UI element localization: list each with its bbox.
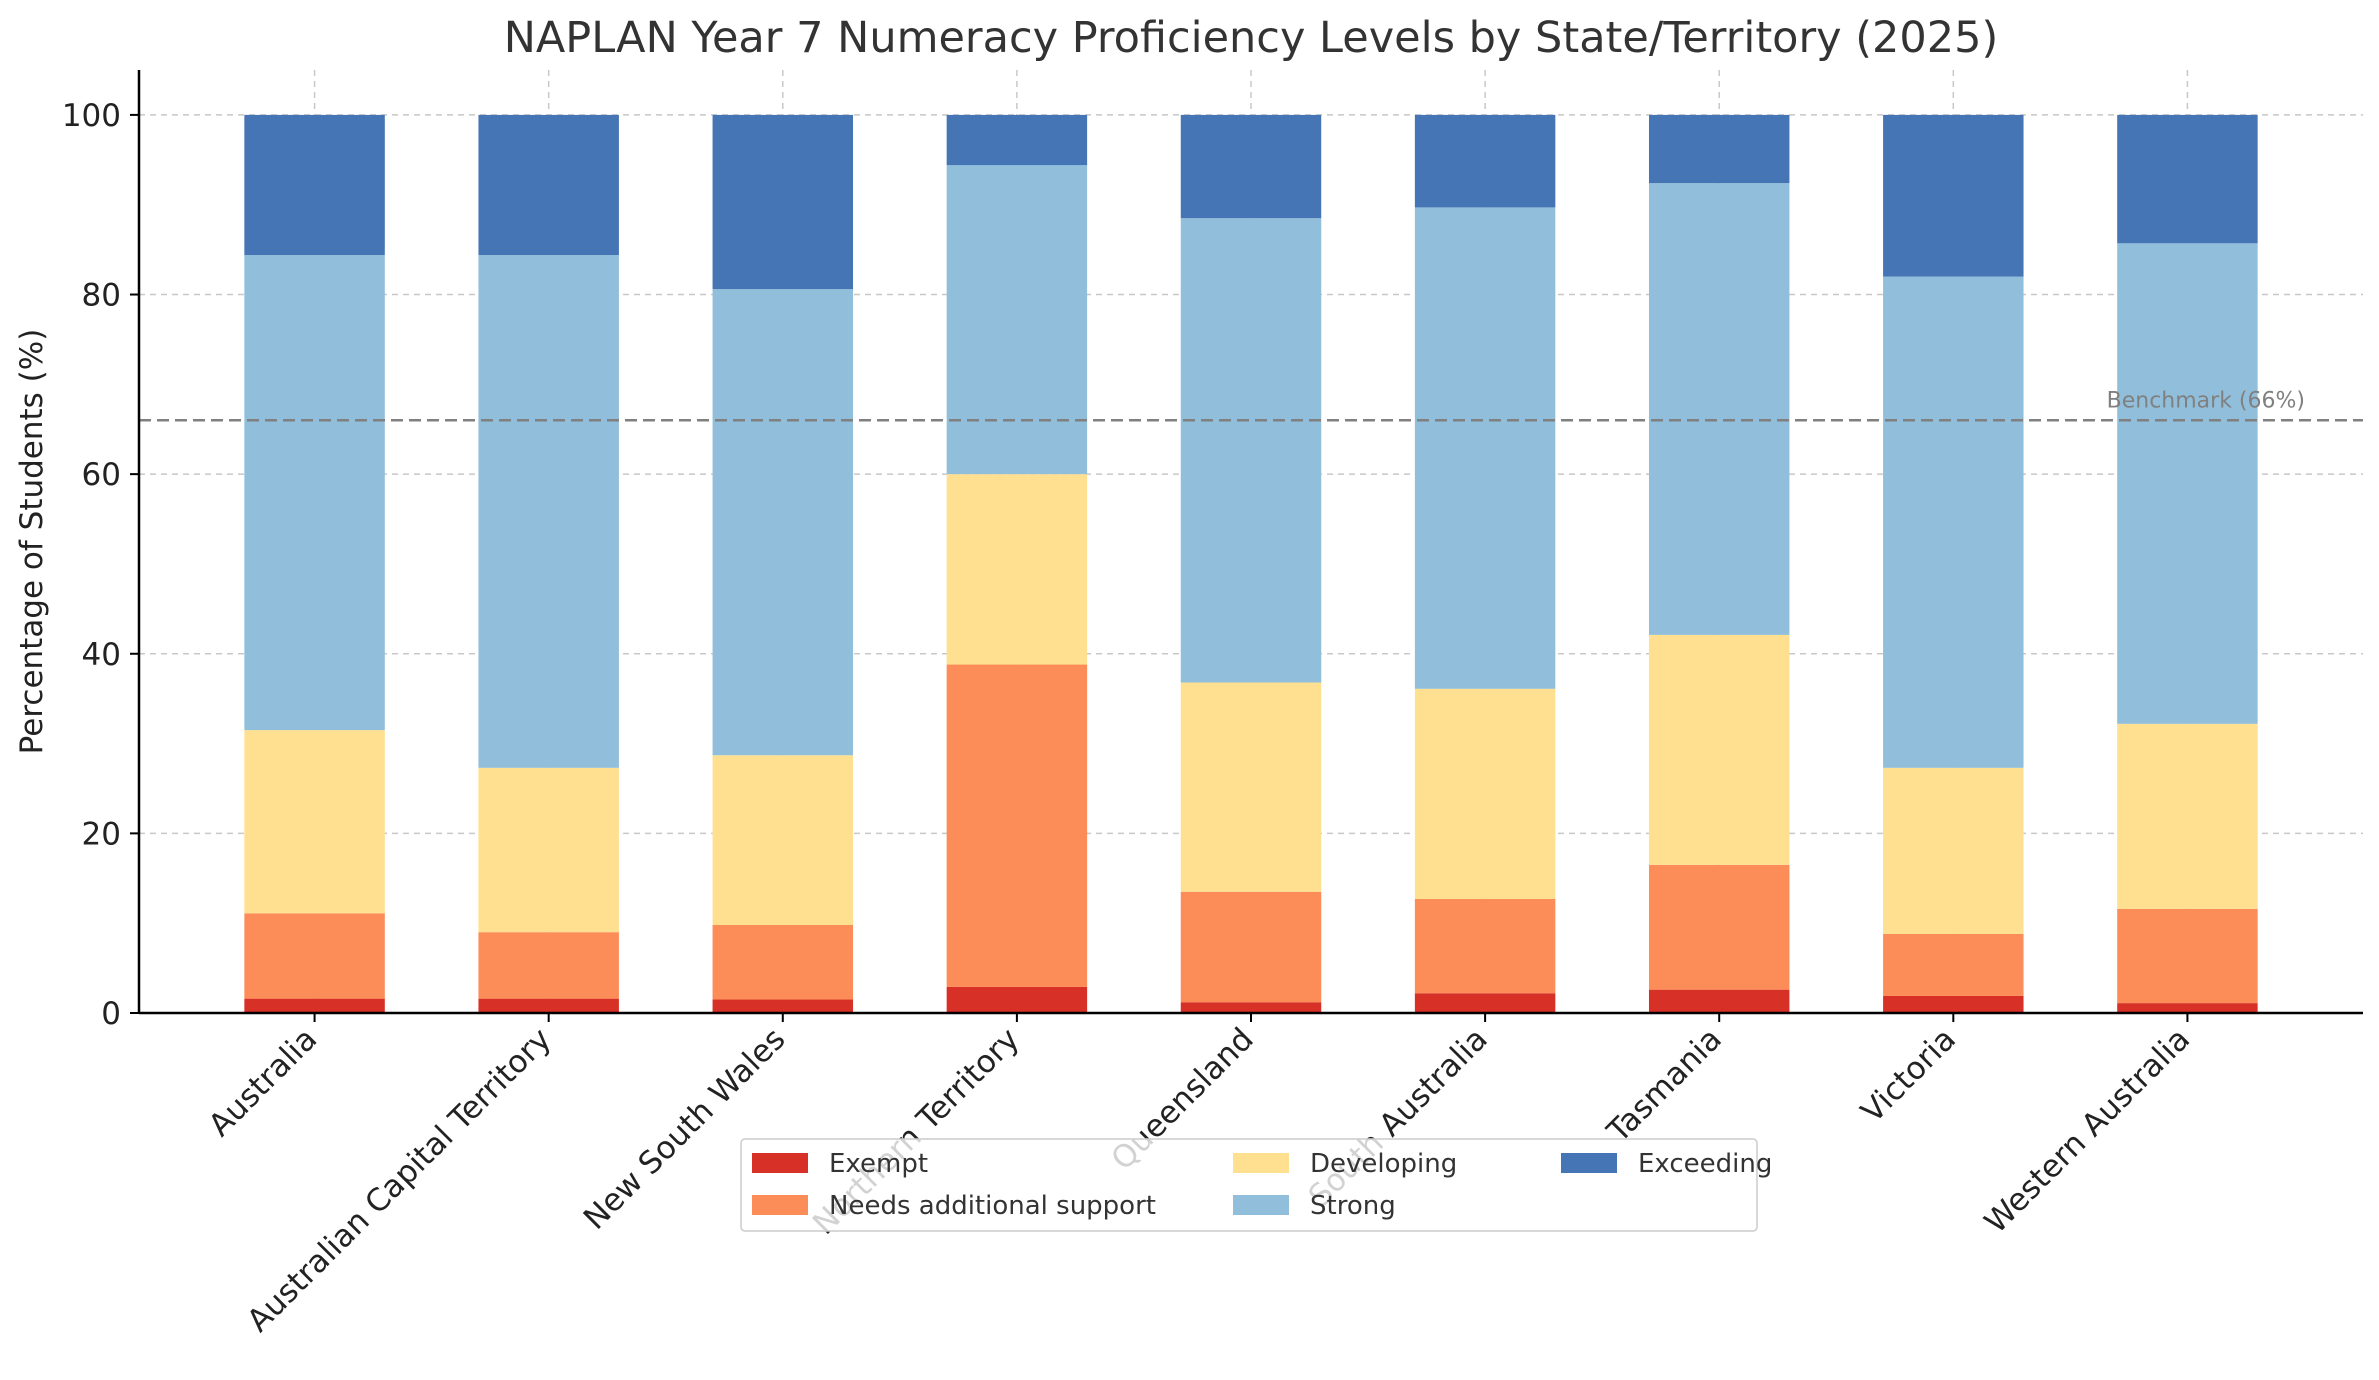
bar-segment-1-5 [1180,1002,1322,1013]
legend-swatch-5 [1561,1153,1617,1173]
bar-segment-5-1 [244,114,385,256]
bar-segment-2-3 [712,924,854,1000]
bar-segment-5-3 [712,114,854,290]
bar-segment-5-9 [2117,114,2258,244]
y-tick-label: 80 [82,278,121,314]
bar-segment-4-7 [1648,183,1790,635]
bar-segment-2-5 [1180,891,1322,1003]
bar-segment-4-4 [946,165,1088,475]
bar-segment-3-8 [1883,767,2024,934]
legend-label-2: Needs additional support [829,1191,1156,1221]
bar-segment-1-6 [1414,993,1556,1013]
bar-segment-4-9 [2117,243,2258,724]
bar-segment-2-4 [946,664,1088,987]
y-tick-label: 0 [101,996,121,1032]
bar-segment-4-1 [244,255,385,731]
bar-segment-4-3 [712,289,854,756]
bar-segment-2-2 [478,932,619,999]
x-tick-label: Tasmania [1600,1021,1729,1150]
bar-segment-3-5 [1180,682,1322,892]
bar-segment-3-1 [244,730,385,914]
bar-segment-2-8 [1883,933,2024,996]
y-tick-label: 60 [82,457,121,493]
y-tick-label: 20 [82,816,121,852]
bar-segment-2-6 [1414,898,1556,994]
bar-segment-5-6 [1414,114,1556,208]
legend-label-4: Strong [1310,1191,1396,1221]
x-tick-label: Western Australia [1978,1021,2197,1240]
bar-segment-5-2 [478,114,619,256]
bar-segment-3-2 [478,767,619,933]
bar-segment-1-1 [244,998,385,1013]
bar-segment-1-8 [1883,995,2024,1013]
bar-segment-3-6 [1414,688,1556,899]
y-axis-title: Percentage of Students (%) [14,329,50,755]
bar-segment-1-3 [712,999,854,1013]
legend-swatch-4 [1233,1195,1289,1215]
bar-segment-1-2 [478,998,619,1013]
bar-segment-3-4 [946,474,1088,665]
legend-swatch-2 [752,1195,808,1215]
benchmark-label: Benchmark (66%) [2107,388,2305,413]
bar-segment-5-4 [946,114,1088,166]
bar-segment-4-2 [478,255,619,768]
legend-swatch-3 [1233,1153,1289,1173]
bar-segment-3-9 [2117,723,2258,909]
legend-label-3: Developing [1310,1149,1457,1179]
legend-swatch-1 [752,1153,808,1173]
bar-segment-3-7 [1648,634,1790,865]
bar-segment-5-8 [1883,114,2024,277]
bar-segment-4-6 [1414,207,1556,689]
bar-segment-2-7 [1648,864,1790,990]
bar-segment-5-7 [1648,114,1790,184]
y-tick-label: 40 [82,637,121,673]
legend-label-1: Exempt [829,1149,928,1179]
bar-segment-2-9 [2117,908,2258,1004]
bar-segment-5-5 [1180,114,1322,219]
y-tick-label: 100 [62,98,121,134]
legend-label-5: Exceeding [1638,1149,1772,1179]
x-tick-label: Australia [202,1021,324,1143]
bar-segment-2-1 [244,913,385,999]
x-tick-label: Victoria [1854,1021,1963,1130]
bar-segment-1-9 [2117,1003,2258,1013]
bar-segment-4-5 [1180,218,1322,683]
bar-segment-1-4 [946,986,1088,1013]
bar-segment-1-7 [1648,989,1790,1013]
bar-segment-4-8 [1883,276,2024,768]
bar-segment-3-3 [712,755,854,925]
chart-title: NAPLAN Year 7 Numeracy Proficiency Level… [504,13,1999,63]
legend-box [740,1138,1758,1232]
